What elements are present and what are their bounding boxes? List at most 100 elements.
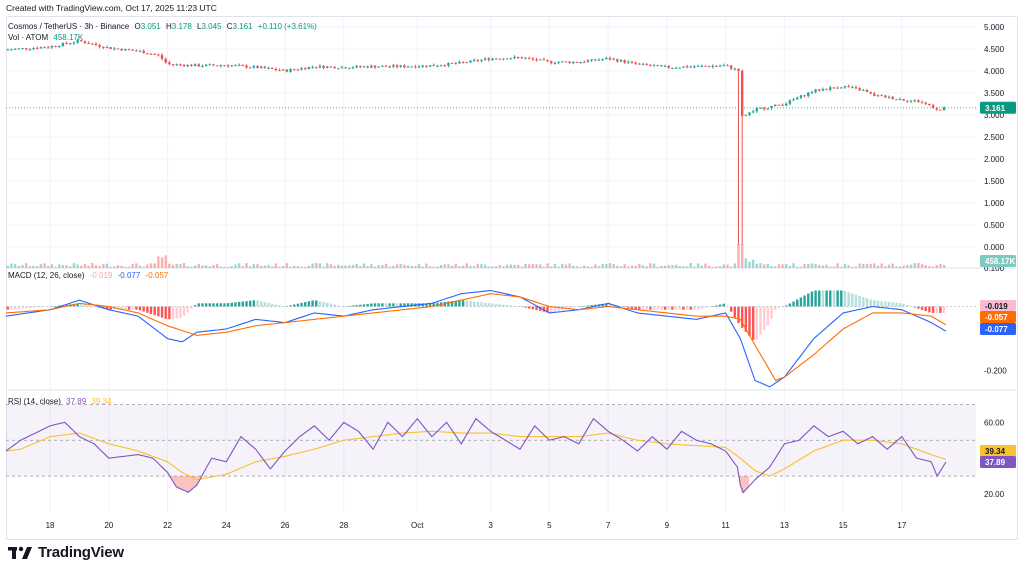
volume-bar	[546, 263, 549, 268]
macd-hist-bar	[359, 304, 362, 307]
volume-bar	[788, 265, 792, 268]
volume-bar	[322, 266, 325, 268]
volume-bar	[259, 265, 263, 268]
candle-body	[759, 107, 762, 109]
macd-hist-bar	[204, 303, 208, 307]
high-value: 3.178	[171, 22, 192, 31]
volume-bar	[296, 266, 300, 268]
candle-body	[245, 65, 248, 68]
volume-bar	[678, 265, 681, 268]
volume-bar	[65, 265, 68, 268]
volume-bar	[72, 263, 76, 268]
macd-hist-bar	[682, 306, 685, 310]
volume-bar	[124, 266, 127, 268]
macd-hist-bar	[329, 303, 333, 307]
candle-body	[24, 48, 28, 50]
candle-body	[722, 65, 725, 67]
macd-hist-bar	[87, 305, 90, 307]
candle-body	[627, 61, 630, 63]
candle-body	[700, 65, 703, 67]
volume-bar	[406, 265, 410, 268]
candle-body	[36, 47, 39, 49]
macd-line	[5, 289, 947, 388]
macd-hist-bar	[575, 306, 579, 308]
volume-bar	[76, 264, 79, 268]
candle-body	[807, 92, 810, 97]
macd-hist-bar	[384, 303, 388, 307]
volume-bar	[340, 265, 344, 268]
symbol-label[interactable]: Cosmos / TetherUS · 3h · Binance	[8, 22, 130, 31]
macd-hist-bar	[825, 290, 828, 307]
macd-hist-bar	[21, 306, 24, 309]
macd-hist-bar	[58, 305, 61, 307]
volume-bar	[884, 266, 887, 268]
macd-hist-bar	[208, 303, 211, 307]
volume-bar	[58, 264, 61, 268]
candle-body	[472, 60, 476, 62]
price-axis[interactable]: 5.000 4.500 4.000 3.500 3.000 2.500 2.000 1.500…	[984, 23, 1007, 499]
candle-body	[586, 60, 590, 63]
candle-body	[528, 58, 531, 60]
macd-hist-bar	[171, 306, 175, 319]
candle-body	[175, 64, 178, 66]
candle-body	[124, 48, 127, 51]
candle-body	[359, 65, 362, 67]
candle-body	[105, 47, 109, 49]
candle-body	[594, 59, 597, 61]
volume-bar	[10, 263, 13, 268]
candle-body	[138, 50, 142, 52]
macd-hist-bar	[289, 305, 292, 307]
volume-bar	[939, 263, 942, 268]
rsi-band	[6, 404, 976, 494]
candle-body	[318, 65, 322, 68]
volume-label[interactable]: Vol · ATOM	[8, 33, 49, 42]
candle-body	[447, 62, 450, 66]
macd-hist-bar	[124, 306, 127, 310]
macd-hist-bar	[865, 298, 869, 307]
macd-hist-bar	[810, 291, 814, 307]
time-tick-label: 17	[897, 521, 906, 530]
candle-body	[193, 64, 197, 67]
macd-label[interactable]: MACD (12, 26, close)	[8, 271, 85, 280]
macd-hist-bar	[931, 306, 935, 313]
candle-body	[931, 105, 935, 109]
volume-bar	[744, 258, 748, 268]
volume-bar	[153, 263, 156, 268]
price-candles	[6, 38, 976, 245]
candle-body	[425, 65, 428, 67]
volume-bar	[157, 256, 160, 268]
time-axis[interactable]: 18 20 22 24 26 28 Oct 3 5 7 9 11 13 15 17	[46, 521, 907, 530]
volume-bar	[223, 266, 226, 268]
macd-hist-bar	[722, 303, 725, 307]
candle-body	[476, 60, 480, 62]
candle-body	[781, 104, 784, 106]
volume-bar	[395, 264, 399, 268]
macd-hist-bar	[759, 306, 762, 335]
volume-bar	[175, 263, 178, 268]
candle-body	[72, 42, 76, 44]
candle-body	[160, 54, 164, 59]
macd-hist-bar	[362, 304, 366, 307]
rsi-label[interactable]: RSI (14, close)	[8, 397, 61, 406]
candle-body	[491, 58, 494, 60]
candle-body	[906, 100, 909, 102]
macd-hist-bar	[366, 303, 369, 307]
candle-body	[377, 66, 380, 68]
macd-hist-bar	[406, 303, 410, 307]
tradingview-logo[interactable]: TradingView	[8, 544, 124, 561]
macd-hist-bar	[774, 306, 777, 310]
candle-body	[465, 62, 468, 64]
volume-bar	[781, 264, 784, 268]
candle-body	[601, 59, 604, 61]
volume-bars	[6, 244, 946, 268]
volume-bar	[436, 266, 439, 268]
volume-bar	[799, 266, 803, 268]
candle-body	[748, 112, 751, 115]
candle-body	[348, 68, 351, 70]
volume-bar	[605, 264, 608, 268]
macd-hist-bar	[248, 300, 252, 307]
candle-body	[322, 65, 325, 68]
candle-body	[146, 53, 149, 55]
candle-body	[619, 60, 623, 62]
